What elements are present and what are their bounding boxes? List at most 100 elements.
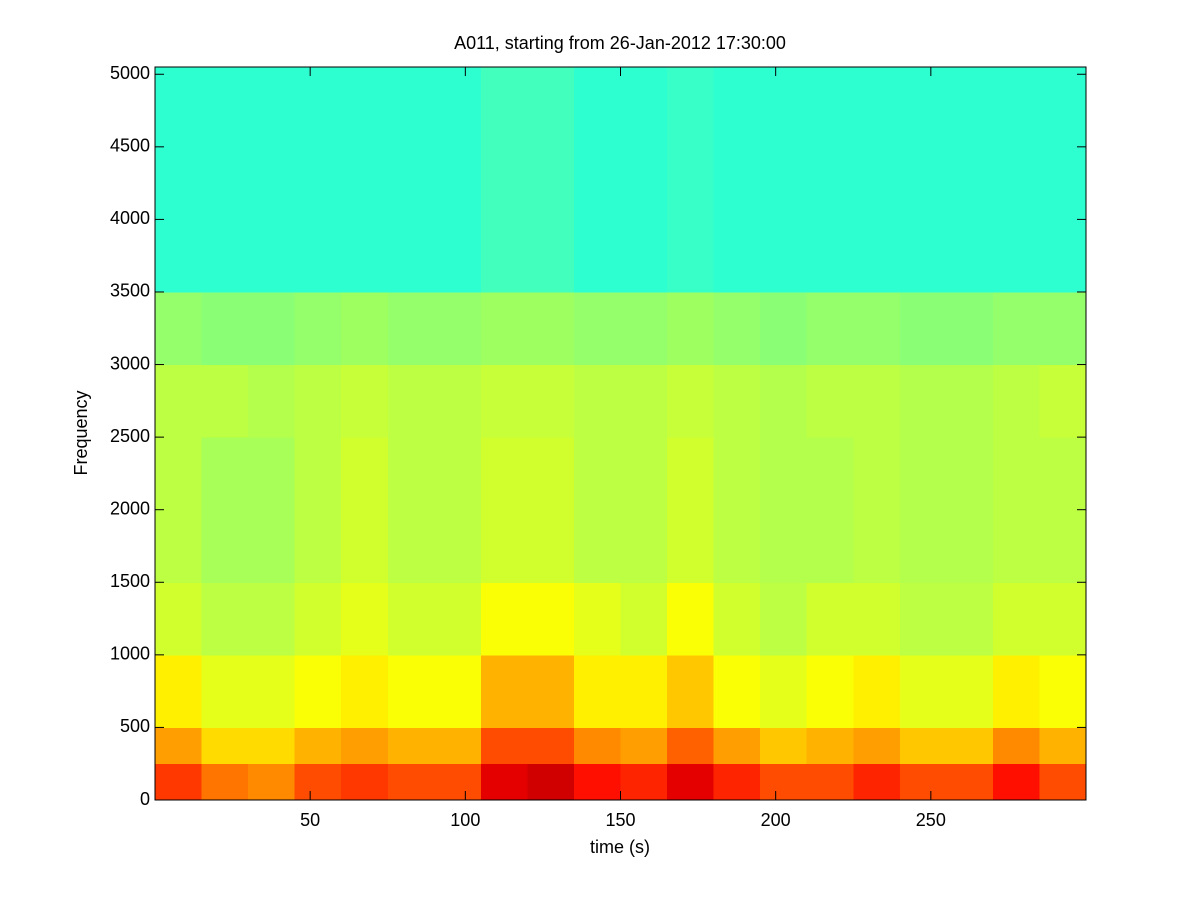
heatmap-cell: [946, 437, 994, 583]
y-tick-label: 0: [140, 789, 150, 809]
heatmap-cell: [620, 654, 668, 728]
heatmap-cell: [527, 291, 575, 366]
y-axis-label: Frequency: [71, 390, 91, 475]
x-tick-label: 50: [300, 810, 320, 830]
heatmap-cell: [667, 654, 715, 728]
heatmap-cell: [760, 727, 808, 765]
chart-title: A011, starting from 26-Jan-2012 17:30:00: [454, 33, 786, 53]
heatmap-cell: [1039, 67, 1087, 293]
heatmap-cell: [1039, 582, 1087, 656]
heatmap-cell: [806, 582, 854, 656]
heatmap-cell: [248, 437, 296, 583]
x-axis-label: time (s): [590, 837, 650, 857]
heatmap-cell: [480, 291, 528, 366]
heatmap-cell: [760, 654, 808, 728]
heatmap-cell: [667, 582, 715, 656]
heatmap-cell: [760, 763, 808, 801]
heatmap-cell: [387, 67, 435, 293]
heatmap-cell: [434, 763, 482, 801]
heatmap-cell: [573, 763, 621, 801]
heatmap-cell: [946, 582, 994, 656]
heatmap-cell: [1039, 727, 1087, 765]
heatmap-cell: [248, 763, 296, 801]
heatmap-cell: [713, 727, 761, 765]
heatmap-cell: [480, 437, 528, 583]
heatmap-cell: [573, 67, 621, 293]
heatmap-cell: [294, 763, 342, 801]
heatmap-cell: [294, 67, 342, 293]
heatmap-cell: [573, 364, 621, 438]
heatmap-cell: [341, 727, 389, 765]
heatmap-cell: [573, 654, 621, 728]
heatmap-cell: [667, 291, 715, 366]
heatmap-cell: [620, 437, 668, 583]
heatmap-cell: [201, 437, 249, 583]
heatmap-cell: [248, 291, 296, 366]
heatmap-cell: [434, 67, 482, 293]
heatmap-cell: [899, 437, 947, 583]
heatmap-cell: [992, 654, 1040, 728]
heatmap-cell: [573, 291, 621, 366]
heatmap-cell: [760, 437, 808, 583]
heatmap-cell: [248, 727, 296, 765]
heatmap-cell: [853, 763, 901, 801]
heatmap-cell: [341, 654, 389, 728]
heatmap-cell: [434, 364, 482, 438]
heatmap-cell: [620, 727, 668, 765]
heatmap-cell: [387, 727, 435, 765]
heatmap-cell: [201, 364, 249, 438]
heatmap-cell: [341, 763, 389, 801]
heatmap-cell: [620, 582, 668, 656]
y-tick-label: 500: [120, 716, 150, 736]
heatmap-cell: [527, 582, 575, 656]
heatmap-cell: [760, 67, 808, 293]
heatmap-cell: [806, 654, 854, 728]
y-tick-label: 2500: [110, 426, 150, 446]
heatmap-cell: [853, 582, 901, 656]
heatmap-cell: [387, 582, 435, 656]
heatmap-cell: [155, 364, 203, 438]
heatmap-cell: [713, 291, 761, 366]
heatmap-cell: [713, 582, 761, 656]
heatmap-cell: [713, 763, 761, 801]
heatmap-cell: [760, 364, 808, 438]
y-tick-label: 4500: [110, 136, 150, 156]
heatmap-cell: [946, 364, 994, 438]
heatmap-cell: [201, 67, 249, 293]
heatmap-cell: [1039, 763, 1087, 801]
heatmap-cell: [201, 763, 249, 801]
heatmap-cell: [946, 654, 994, 728]
heatmap-cell: [573, 582, 621, 656]
heatmap-cell: [294, 437, 342, 583]
heatmap-cell: [201, 727, 249, 765]
heatmap-cell: [853, 437, 901, 583]
heatmap-cell: [248, 654, 296, 728]
heatmap-cell: [155, 67, 203, 293]
heatmap-cell: [201, 654, 249, 728]
heatmap-cell: [620, 67, 668, 293]
heatmap-cell: [853, 291, 901, 366]
heatmap-cell: [248, 582, 296, 656]
heatmap-cell: [1039, 291, 1087, 366]
heatmap-cell: [527, 763, 575, 801]
heatmap-cell: [946, 727, 994, 765]
heatmap-cell: [667, 67, 715, 293]
heatmap-cell: [667, 727, 715, 765]
heatmap-cell: [573, 437, 621, 583]
heatmap-cell: [853, 67, 901, 293]
heatmap-cell: [899, 67, 947, 293]
heatmap-cell: [992, 727, 1040, 765]
x-tick-label: 200: [761, 810, 791, 830]
heatmap-cell: [434, 437, 482, 583]
heatmap-cell: [1039, 364, 1087, 438]
heatmap-cell: [480, 67, 528, 293]
heatmap-cell: [387, 437, 435, 583]
heatmap-cell: [899, 763, 947, 801]
heatmap-cell: [853, 364, 901, 438]
heatmap-cell: [573, 727, 621, 765]
heatmap-cell: [480, 582, 528, 656]
y-tick-label: 3000: [110, 353, 150, 373]
heatmap-cell: [480, 654, 528, 728]
heatmap-cell: [899, 291, 947, 366]
